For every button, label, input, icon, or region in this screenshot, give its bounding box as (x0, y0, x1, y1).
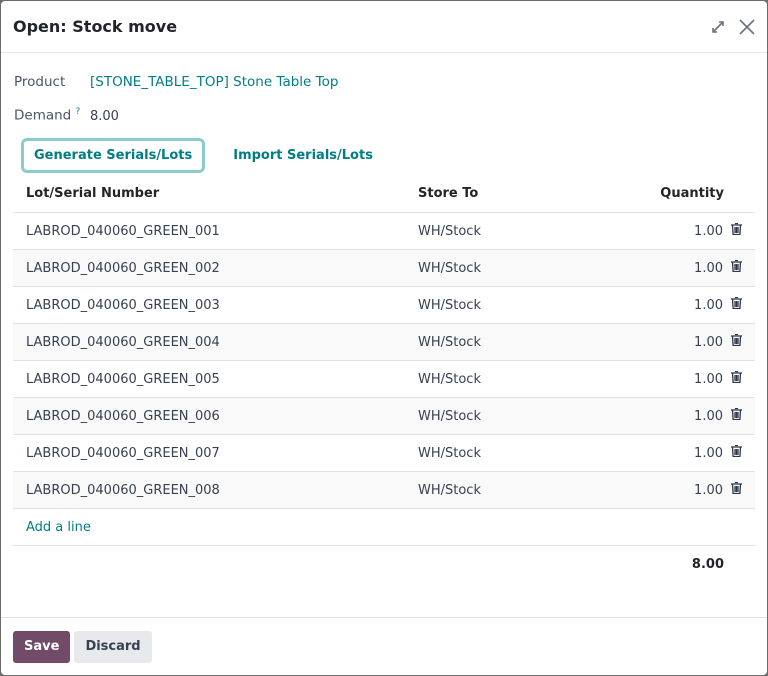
close-icon[interactable] (739, 18, 755, 35)
product-label: Product (14, 74, 66, 90)
product-field: Product [STONE_TABLE_TOP] Stone Table To… (14, 74, 755, 90)
col-store-to[interactable]: Store To (405, 175, 595, 213)
store-to-cell[interactable]: WH/Stock (405, 397, 595, 435)
lot-cell[interactable]: LABROD_040060_GREEN_003 (13, 286, 405, 324)
quantity-cell[interactable]: 1.00 (694, 371, 723, 387)
table-row[interactable]: LABROD_040060_GREEN_002 WH/Stock 1.00 (13, 249, 755, 287)
col-lot[interactable]: Lot/Serial Number (13, 175, 405, 213)
table-row[interactable]: LABROD_040060_GREEN_006 WH/Stock 1.00 (13, 397, 755, 435)
demand-value: 8.00 (90, 108, 119, 124)
lot-cell[interactable]: LABROD_040060_GREEN_002 (13, 249, 405, 287)
demand-field: Demand ? 8.00 (14, 107, 755, 124)
store-to-cell[interactable]: WH/Stock (405, 360, 595, 398)
quantity-cell[interactable]: 1.00 (694, 408, 723, 424)
add-line-link[interactable]: Add a line (26, 519, 91, 535)
trash-icon[interactable] (731, 296, 742, 313)
expand-icon[interactable] (711, 20, 725, 34)
store-to-cell[interactable]: WH/Stock (405, 434, 595, 472)
move-lines-table: Lot/Serial Number Store To Quantity LABR… (13, 175, 755, 584)
quantity-cell[interactable]: 1.00 (694, 445, 723, 461)
store-to-cell[interactable]: WH/Stock (405, 212, 595, 250)
table-row[interactable]: LABROD_040060_GREEN_001 WH/Stock 1.00 (13, 212, 755, 250)
lot-cell[interactable]: LABROD_040060_GREEN_001 (13, 212, 405, 250)
quantity-total: 8.00 (691, 557, 724, 573)
quantity-cell[interactable]: 1.00 (694, 260, 723, 276)
table-row[interactable]: LABROD_040060_GREEN_004 WH/Stock 1.00 (13, 323, 755, 361)
help-icon[interactable]: ? (75, 107, 81, 117)
table-row[interactable]: LABROD_040060_GREEN_007 WH/Stock 1.00 (13, 434, 755, 472)
store-to-cell[interactable]: WH/Stock (405, 471, 595, 509)
quantity-cell[interactable]: 1.00 (694, 297, 723, 313)
quantity-cell[interactable]: 1.00 (694, 334, 723, 350)
table-row[interactable]: LABROD_040060_GREEN_005 WH/Stock 1.00 (13, 360, 755, 398)
import-serials-button[interactable]: Import Serials/Lots (233, 147, 373, 163)
product-link[interactable]: [STONE_TABLE_TOP] Stone Table Top (90, 74, 339, 90)
trash-icon[interactable] (731, 222, 742, 239)
trash-icon[interactable] (731, 407, 742, 424)
col-quantity[interactable]: Quantity (595, 175, 755, 213)
trash-icon[interactable] (731, 333, 742, 350)
lot-cell[interactable]: LABROD_040060_GREEN_005 (13, 360, 405, 398)
quantity-cell[interactable]: 1.00 (694, 223, 723, 239)
store-to-cell[interactable]: WH/Stock (405, 249, 595, 287)
quantity-cell[interactable]: 1.00 (694, 482, 723, 498)
generate-serials-button[interactable]: Generate Serials/Lots (21, 137, 206, 173)
store-to-cell[interactable]: WH/Stock (405, 286, 595, 324)
lot-cell[interactable]: LABROD_040060_GREEN_004 (13, 323, 405, 361)
lot-cell[interactable]: LABROD_040060_GREEN_006 (13, 397, 405, 435)
table-row[interactable]: LABROD_040060_GREEN_003 WH/Stock 1.00 (13, 286, 755, 324)
lot-cell[interactable]: LABROD_040060_GREEN_007 (13, 434, 405, 472)
discard-button[interactable]: Discard (74, 631, 152, 663)
store-to-cell[interactable]: WH/Stock (405, 323, 595, 361)
trash-icon[interactable] (731, 444, 742, 461)
trash-icon[interactable] (731, 370, 742, 387)
trash-icon[interactable] (731, 481, 742, 498)
save-button[interactable]: Save (13, 631, 71, 663)
table-row[interactable]: LABROD_040060_GREEN_008 WH/Stock 1.00 (13, 471, 755, 509)
demand-label: Demand (14, 107, 72, 124)
trash-icon[interactable] (731, 259, 742, 276)
dialog-title: Open: Stock move (13, 17, 178, 36)
lot-cell[interactable]: LABROD_040060_GREEN_008 (13, 471, 405, 509)
dialog-header: Open: Stock move (1, 1, 767, 53)
